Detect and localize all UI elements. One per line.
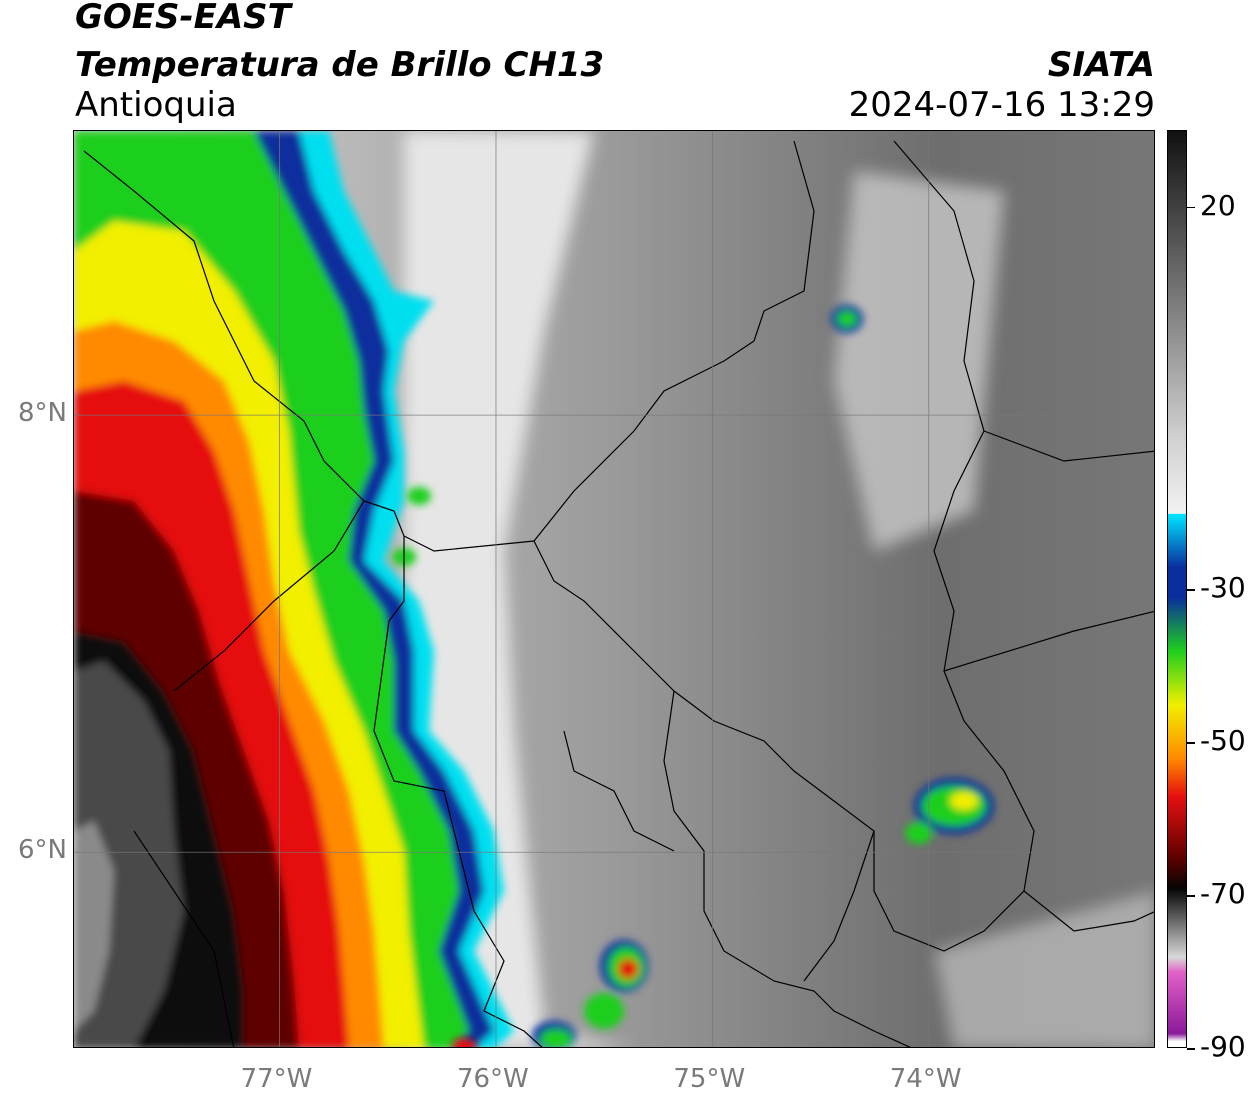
colorbar-tick-mark [1187,589,1195,591]
light-cloud-zone [314,131,1154,1047]
admin-boundaries [83,140,1154,1047]
colorbar-tick-mark [1187,1048,1195,1050]
title-source: SIATA [1047,45,1155,85]
brightness-temperature-map [74,131,1154,1047]
colorbar-tick-mark [1187,895,1195,897]
title-satellite: GOES-EAST [75,0,291,37]
lat-tick-label: 8°N [18,398,67,429]
title-datetime: 2024-07-16 13:29 [848,85,1155,125]
colorbar-tick-label: 20 [1200,188,1236,222]
graticule [74,131,1154,1047]
colorbar-gradient [1168,131,1186,1047]
title-region: Antioquia [75,85,237,125]
colorbar-tick-mark [1187,206,1195,208]
convective-cells [392,305,994,1047]
lon-tick-label: 77°W [240,1064,313,1094]
lat-tick-label: 6°N [18,835,67,866]
colorbar-tick-label: -90 [1200,1030,1246,1063]
lon-tick-label: 75°W [673,1064,746,1094]
colorbar-tick-label: -50 [1200,724,1246,757]
title-product: Temperatura de Brillo CH13 [75,45,605,85]
colorbar-tick-mark [1187,742,1195,744]
colorbar [1167,130,1187,1048]
lon-tick-label: 76°W [456,1064,529,1094]
map-panel [73,130,1155,1048]
colorbar-tick-label: -70 [1200,877,1246,910]
colorbar-fill [1168,131,1186,1047]
lon-tick-label: 74°W [889,1064,962,1094]
cold-cloud-bands [74,131,514,1047]
colorbar-tick-label: -30 [1200,571,1246,604]
